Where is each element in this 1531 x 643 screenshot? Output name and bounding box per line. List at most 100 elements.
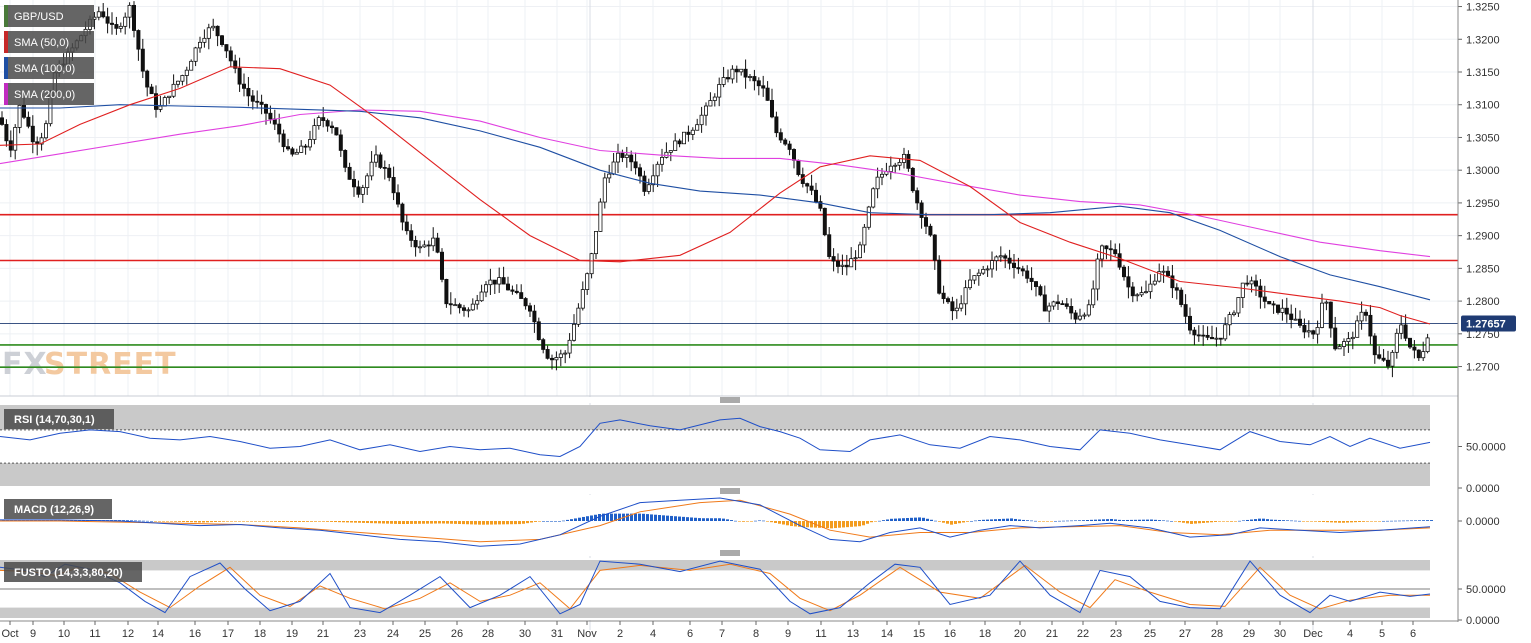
macd-histogram-bar [210,521,213,523]
watermark-street: STREET [44,347,177,382]
candle-body [981,268,986,274]
macd-histogram-bar [374,521,377,524]
sma-50-line [0,66,1431,325]
macd-histogram-bar [290,521,293,522]
candle-body [1342,341,1347,347]
time-tick-label: 12 [122,628,134,640]
candle-body [550,357,555,361]
macd-histogram-bar [414,521,417,524]
macd-histogram-bar [878,520,881,522]
macd-label-box [4,499,112,519]
macd-histogram-bar [494,521,497,525]
candle-body [1047,305,1052,312]
macd-histogram-bar [1166,520,1169,522]
candle-body [1425,337,1430,353]
macd-histogram-bar [786,521,789,526]
candle-body [1148,283,1153,293]
candle-body [44,123,49,139]
macd-histogram-bar [550,521,553,522]
macd-histogram-bar [638,513,641,521]
macd-histogram-bar [1038,521,1041,522]
price-tick-label: 1.2850 [1466,263,1500,275]
macd-histogram-bar [934,520,937,522]
time-tick-label: 2 [617,628,623,640]
candle-body [444,278,449,305]
candle-body [1174,287,1179,291]
candle-body [118,25,123,29]
candle-body [162,97,167,107]
macd-histogram-bar [910,517,913,521]
macd-histogram-bar [298,521,301,522]
candle-body [1152,280,1157,285]
macd-histogram-bar [998,519,1001,521]
macd-histogram-bar [1294,520,1297,522]
candle-body [897,162,902,166]
candle-body [536,321,541,341]
candle-body [814,189,819,202]
macd-histogram-bar [914,517,917,521]
candle-body [1157,271,1162,282]
macd-histogram-bar [382,521,385,524]
candle-body [347,166,352,180]
candle-body [994,256,999,262]
candle-body [541,339,546,350]
candle-body [651,175,656,186]
candle-body [497,277,502,285]
candle-body [1029,277,1034,282]
macd-histogram-bar [1170,521,1173,522]
candle-body [1421,351,1426,359]
macd-histogram-bar [1274,519,1277,521]
candle-body [131,4,136,31]
price-tick-label: 1.2800 [1466,296,1500,308]
candle-body [567,339,572,354]
candle-body [928,225,933,236]
candle-body [1051,301,1056,307]
candle-body [805,183,810,187]
candle-body [1122,266,1127,278]
candle-body [21,104,26,118]
candle-body [708,100,713,107]
macd-histogram-bar [1122,520,1125,521]
candle-body [96,11,101,18]
macd-histogram-bar [482,521,485,525]
legend-swatch [4,57,8,79]
macd-histogram-bar [1426,520,1429,521]
rsi-label: RSI (14,70,30,1) [14,414,95,426]
macd-histogram-bar [690,517,693,521]
candle-body [1003,255,1008,259]
candle-body [946,298,951,303]
macd-histogram-bar [146,520,149,522]
time-tick-label: 23 [1110,628,1122,640]
macd-histogram-bar [1266,519,1269,521]
candle-body [101,11,106,18]
candle-body [466,309,471,312]
candle-body [4,124,9,142]
macd-histogram-bar [178,521,181,522]
macd-histogram-bar [974,520,977,522]
macd-histogram-bar [418,521,421,524]
candle-body [695,124,700,131]
macd-histogram-bar [770,521,773,523]
candle-body [1135,294,1140,297]
macd-histogram-bar [1014,518,1017,521]
legend-label: SMA (200,0) [14,89,75,101]
macd-histogram-bar [546,521,549,522]
macd-histogram-bar [1246,519,1249,521]
macd-histogram-bar [1134,519,1137,521]
macd-histogram-bar [130,520,133,521]
macd-histogram-bar [630,513,633,521]
macd-histogram-bar [1298,520,1301,522]
candle-body [13,127,18,151]
candle-body [976,272,981,277]
candle-body [1280,307,1285,313]
candle-body [888,165,893,172]
macd-histogram-bar [234,521,237,522]
macd-histogram-bar [426,521,429,524]
macd-histogram-bar [1378,521,1381,522]
candle-body [1350,336,1355,340]
legend-box [4,31,94,53]
macd-histogram-bar [938,521,941,522]
candle-body [752,76,757,82]
macd-histogram-bar [866,521,869,524]
